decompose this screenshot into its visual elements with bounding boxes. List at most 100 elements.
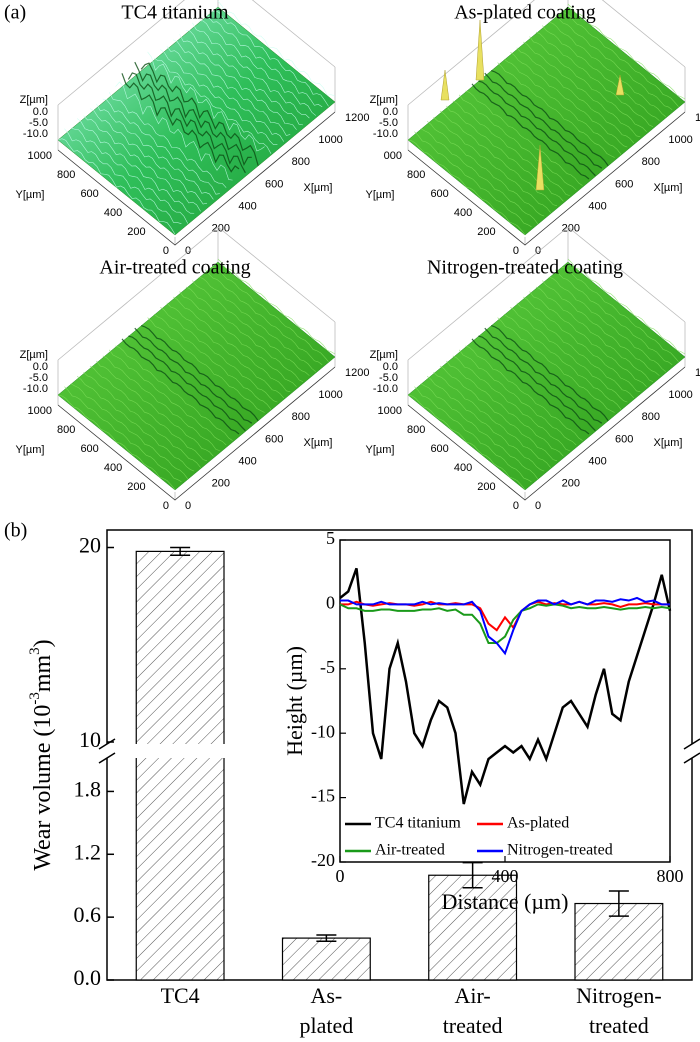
x-tick-label: 400 — [588, 456, 606, 468]
texture — [64, 128, 182, 224]
texture — [497, 62, 615, 158]
texture — [198, 276, 316, 372]
x-tick-label: 0 — [185, 245, 191, 257]
x-tick-label: 200 — [562, 478, 580, 490]
legend-label: Air-treated — [375, 842, 445, 859]
x-tick-label: 400 — [588, 201, 606, 213]
texture — [407, 394, 526, 490]
y-axis-label: Y[µm] — [366, 444, 395, 456]
z-tick-label: -5.0 — [29, 372, 48, 384]
surface-title: Air-treated coating — [99, 257, 250, 279]
y-axis-label: Wear volume (10-3mm3) — [27, 639, 55, 870]
x-tick-label: 1000 — [668, 389, 692, 401]
surface-title: TC4 titanium — [121, 2, 229, 24]
surface-panel: As-plated coating Z[µm]0.0-5.0-10.0 000 800… — [366, 0, 700, 257]
bar — [135, 550, 225, 981]
x-tick-label: 1200 — [695, 367, 700, 379]
x-tick-label: 0 — [535, 245, 541, 257]
x-tick-label: 1000 — [318, 389, 342, 401]
y-tick-label: 200 — [477, 481, 495, 493]
axis-line — [57, 111, 336, 246]
x-tick-label: 400 — [238, 201, 256, 213]
x-tick-label: 600 — [615, 178, 633, 190]
texture — [160, 307, 278, 403]
y-tick-label: 600 — [430, 443, 448, 455]
texture — [414, 386, 532, 482]
break-mark — [98, 752, 116, 764]
y-tick-label: 1000 — [28, 150, 52, 162]
texture — [211, 10, 329, 107]
texture — [134, 327, 253, 424]
x-tick-label: 800 — [657, 866, 684, 886]
x-tick-label: 1200 — [695, 112, 700, 124]
texture — [108, 92, 227, 188]
z-tick-label: -10.0 — [373, 383, 398, 395]
texture — [427, 376, 545, 472]
x-tick-label: 800 — [642, 156, 660, 168]
x-tick-label: 1000 — [318, 134, 342, 146]
x-tick-label: 800 — [292, 411, 310, 423]
texture — [458, 94, 577, 191]
z-tick-label: 0.0 — [383, 106, 398, 118]
z-tick-label: -10.0 — [373, 128, 398, 140]
z-axis-label: Z[µm] — [370, 349, 398, 361]
y-tick-label: 0 — [163, 245, 169, 257]
texture — [503, 58, 622, 155]
x-tick-label: 800 — [292, 156, 310, 168]
x-tick-label: Air-treated — [443, 983, 503, 1038]
label-line: treated — [443, 1013, 503, 1038]
x-tick-label: 200 — [212, 478, 230, 490]
texture — [185, 30, 304, 126]
texture — [484, 72, 603, 169]
texture — [217, 258, 336, 355]
z-axis-label: Z[µm] — [370, 94, 398, 106]
y-tick-label: -15 — [311, 786, 335, 806]
x-tick-label: 1000 — [668, 134, 692, 146]
label-line: plated — [299, 1013, 353, 1038]
texture — [535, 31, 654, 128]
y-tick-label: 1.8 — [74, 776, 102, 801]
x-tick-label: Nitrogen-treated — [576, 983, 662, 1038]
texture — [153, 313, 272, 410]
texture — [77, 118, 195, 214]
texture — [70, 383, 189, 480]
texture — [83, 372, 201, 468]
spike — [440, 69, 450, 101]
axis-line — [57, 366, 336, 501]
texture — [204, 269, 323, 366]
texture — [140, 62, 259, 166]
texture — [497, 317, 615, 413]
texture — [121, 73, 240, 173]
texture — [179, 291, 297, 388]
y-tick-label: 0 — [513, 245, 519, 257]
x-tick-label: 800 — [642, 411, 660, 423]
y-tick-label: 600 — [80, 443, 98, 455]
x-tick-label: 400 — [238, 456, 256, 468]
texture — [548, 276, 666, 372]
texture — [465, 345, 583, 441]
texture — [89, 365, 208, 462]
z-tick-label: -5.0 — [29, 117, 48, 129]
y-label-part: 3 — [27, 647, 43, 655]
texture — [96, 103, 214, 200]
bar — [428, 874, 518, 981]
break-mark — [683, 738, 700, 750]
texture — [446, 105, 564, 202]
texture — [542, 25, 660, 121]
line-series — [339, 567, 672, 805]
texture — [478, 80, 596, 177]
texture — [471, 83, 590, 180]
y-label-part: mm — [30, 654, 56, 692]
bar — [281, 937, 371, 981]
y-tick-label: 200 — [127, 481, 145, 493]
texture — [529, 291, 647, 388]
x-axis-label: X[µm] — [654, 437, 683, 449]
texture — [57, 138, 176, 235]
legend-label: Nitrogen-treated — [507, 842, 613, 859]
texture — [147, 317, 265, 413]
texture — [134, 61, 252, 167]
y-tick-label: 1.2 — [74, 839, 102, 864]
texture — [439, 365, 558, 462]
texture — [542, 280, 660, 376]
